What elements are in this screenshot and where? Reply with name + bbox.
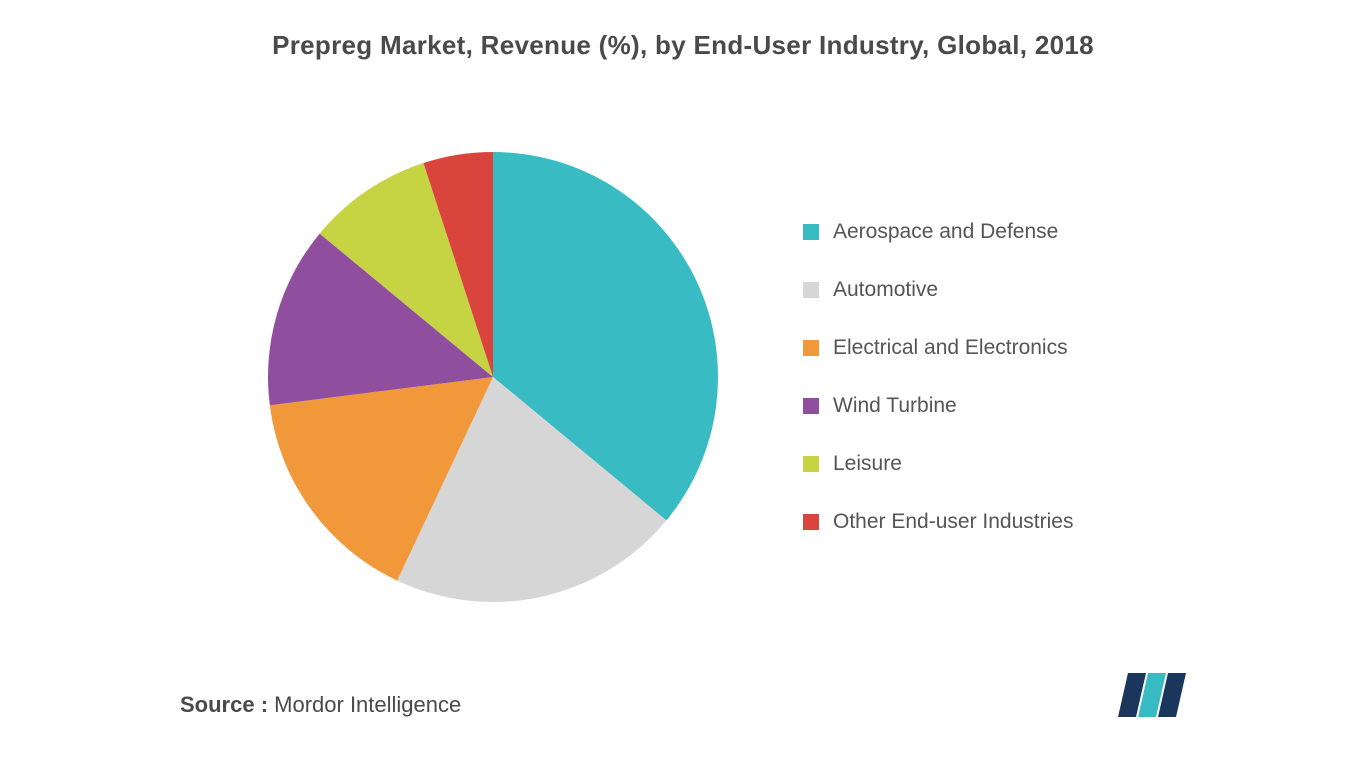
legend: Aerospace and Defense Automotive Electrica… xyxy=(803,220,1103,534)
legend-item: Other End-user Industries xyxy=(803,510,1103,534)
legend-swatch xyxy=(803,456,819,472)
legend-label: Aerospace and Defense xyxy=(833,220,1058,244)
legend-label: Wind Turbine xyxy=(833,394,957,418)
legend-swatch xyxy=(803,398,819,414)
legend-item: Aerospace and Defense xyxy=(803,220,1103,244)
source-value: Mordor Intelligence xyxy=(268,692,461,717)
chart-container: Prepreg Market, Revenue (%), by End-User… xyxy=(0,0,1366,768)
legend-item: Wind Turbine xyxy=(803,394,1103,418)
legend-item: Leisure xyxy=(803,452,1103,476)
legend-label: Leisure xyxy=(833,452,902,476)
legend-swatch xyxy=(803,514,819,530)
legend-label: Electrical and Electronics xyxy=(833,336,1068,360)
pie-chart xyxy=(263,147,723,607)
chart-body: Aerospace and Defense Automotive Electrica… xyxy=(60,81,1306,672)
source-label: Source : xyxy=(180,692,268,717)
legend-swatch xyxy=(803,224,819,240)
legend-item: Automotive xyxy=(803,278,1103,302)
chart-title: Prepreg Market, Revenue (%), by End-User… xyxy=(60,30,1306,61)
legend-label: Automotive xyxy=(833,278,938,302)
footer: Source : Mordor Intelligence xyxy=(60,672,1306,728)
legend-item: Electrical and Electronics xyxy=(803,336,1103,360)
brand-logo xyxy=(1116,672,1186,718)
legend-swatch xyxy=(803,282,819,298)
source-line: Source : Mordor Intelligence xyxy=(180,692,461,718)
legend-label: Other End-user Industries xyxy=(833,510,1073,534)
legend-swatch xyxy=(803,340,819,356)
